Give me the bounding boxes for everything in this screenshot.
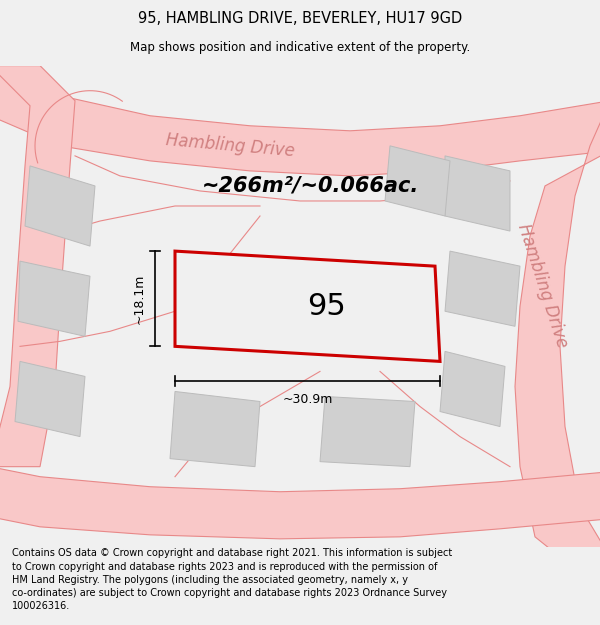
- Polygon shape: [440, 351, 505, 426]
- Polygon shape: [0, 66, 75, 467]
- Polygon shape: [175, 251, 440, 361]
- Text: Map shows position and indicative extent of the property.: Map shows position and indicative extent…: [130, 41, 470, 54]
- Text: ~18.1m: ~18.1m: [133, 274, 146, 324]
- Text: 95, HAMBLING DRIVE, BEVERLEY, HU17 9GD: 95, HAMBLING DRIVE, BEVERLEY, HU17 9GD: [138, 11, 462, 26]
- Text: Hambling Drive: Hambling Drive: [165, 131, 295, 161]
- Polygon shape: [170, 391, 260, 467]
- Polygon shape: [515, 101, 600, 557]
- Polygon shape: [18, 261, 90, 336]
- Polygon shape: [15, 361, 85, 437]
- Polygon shape: [445, 251, 520, 326]
- Polygon shape: [25, 166, 95, 246]
- Polygon shape: [320, 396, 415, 467]
- Polygon shape: [385, 146, 450, 216]
- Polygon shape: [445, 156, 510, 231]
- Polygon shape: [0, 66, 600, 176]
- Polygon shape: [0, 467, 600, 539]
- Text: 95: 95: [307, 292, 346, 321]
- Text: ~266m²/~0.066ac.: ~266m²/~0.066ac.: [202, 176, 419, 196]
- Text: ~30.9m: ~30.9m: [283, 393, 332, 406]
- Text: Contains OS data © Crown copyright and database right 2021. This information is : Contains OS data © Crown copyright and d…: [12, 549, 452, 611]
- Text: Hambling Drive: Hambling Drive: [514, 222, 572, 351]
